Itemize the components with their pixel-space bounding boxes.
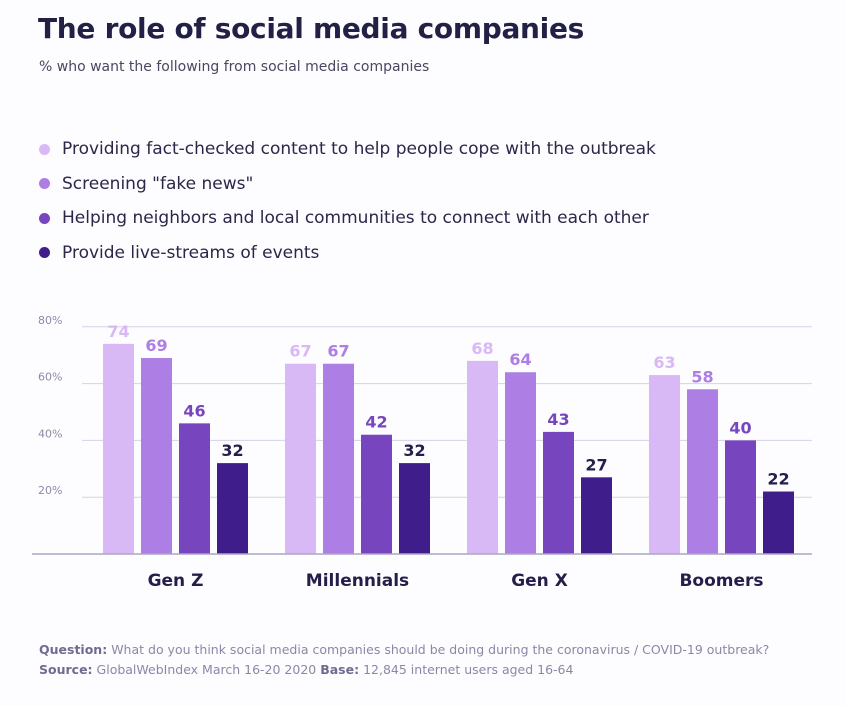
bar-value-label: 63 (653, 353, 675, 372)
bar (649, 375, 680, 554)
bar-chart: 20% 40% 60% 80% 74 67 68 63 69 67 64 58 46 42 43 40 32 32… (32, 314, 812, 591)
bar (179, 423, 210, 554)
legend-label: Provide live-streams of events (62, 242, 320, 263)
bar-value-label: 43 (547, 410, 569, 429)
legend-swatch (39, 247, 50, 259)
bar-value-label: 67 (327, 342, 349, 361)
x-category-label: Boomers (679, 571, 763, 591)
legend-item: Providing fact-checked content to help p… (39, 132, 656, 167)
legend-swatch (39, 178, 50, 190)
legend-swatch (39, 212, 50, 224)
bar (467, 360, 498, 554)
base-text: 12,845 internet users aged 16-64 (363, 662, 574, 677)
question-text: What do you think social media companies… (111, 642, 770, 657)
legend: Providing fact-checked content to help p… (39, 132, 656, 270)
y-tick-label: 40% (38, 427, 62, 440)
bar-value-label: 32 (221, 441, 243, 460)
bar-value-label: 32 (403, 441, 425, 460)
bar (323, 363, 354, 554)
bar-value-label: 74 (107, 322, 129, 341)
question-label: Question: (39, 642, 108, 657)
bar-value-label: 69 (145, 336, 167, 355)
bar (505, 372, 536, 554)
bar-value-label: 58 (691, 367, 713, 386)
bar (285, 363, 316, 554)
chart-title: The role of social media companies (38, 12, 585, 45)
legend-item: Screening "fake news" (39, 167, 656, 202)
bar (399, 463, 430, 554)
bar-value-label: 27 (585, 455, 607, 474)
bar (725, 440, 756, 554)
legend-swatch (39, 143, 50, 155)
bar (581, 477, 612, 554)
legend-label: Helping neighbors and local communities … (62, 208, 649, 229)
x-category-label: Millennials (306, 571, 409, 591)
bar (543, 431, 574, 554)
footer-note: Question: What do you think social media… (39, 640, 819, 680)
legend-label: Providing fact-checked content to help p… (62, 139, 656, 160)
y-tick-label: 20% (38, 484, 62, 497)
chart-subtitle: % who want the following from social med… (39, 59, 430, 75)
bar (361, 434, 392, 554)
bar (217, 463, 248, 554)
bar (687, 389, 718, 554)
bar (141, 358, 172, 554)
bar-value-label: 22 (767, 470, 789, 489)
bar-value-label: 67 (289, 342, 311, 361)
bar (763, 491, 794, 554)
bar (103, 343, 134, 554)
y-tick-label: 80% (38, 314, 62, 327)
source-text: GlobalWebIndex March 16-20 2020 (96, 662, 317, 677)
x-category-label: Gen X (511, 571, 568, 591)
x-category-label: Gen Z (148, 571, 204, 591)
y-tick-label: 60% (38, 371, 62, 384)
source-label: Source: (39, 662, 93, 677)
bar-value-label: 40 (729, 418, 751, 437)
bar-value-label: 46 (183, 401, 205, 420)
base-label: Base: (320, 662, 360, 677)
bar-value-label: 42 (365, 413, 387, 432)
legend-item: Provide live-streams of events (39, 236, 656, 271)
legend-item: Helping neighbors and local communities … (39, 201, 656, 236)
bar-value-label: 64 (509, 350, 531, 369)
bar-value-label: 68 (471, 339, 493, 358)
legend-label: Screening "fake news" (62, 173, 254, 194)
